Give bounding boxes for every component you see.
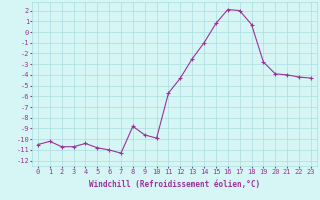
X-axis label: Windchill (Refroidissement éolien,°C): Windchill (Refroidissement éolien,°C) <box>89 180 260 189</box>
